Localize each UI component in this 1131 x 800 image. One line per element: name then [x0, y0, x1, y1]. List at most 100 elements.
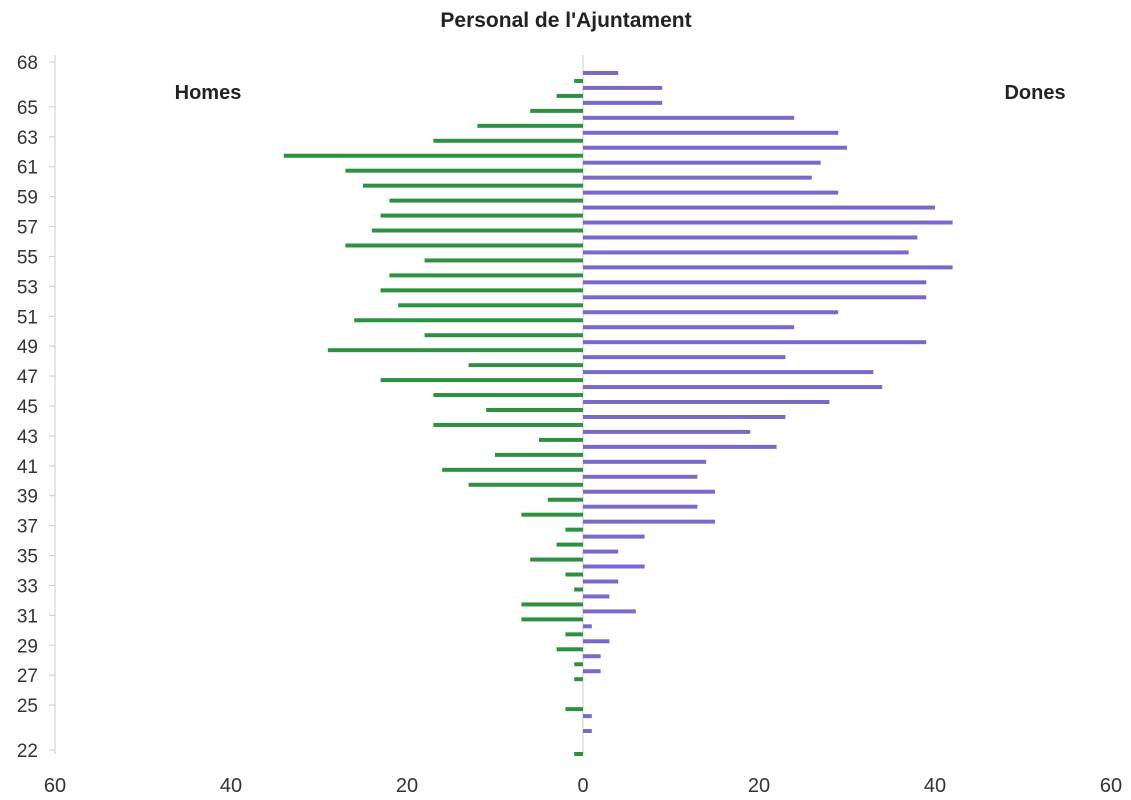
homes-bar-age-61: [345, 168, 583, 173]
homes-bar-age-63: [433, 138, 583, 143]
homes-bar-age-41: [442, 467, 583, 472]
x-tick-label: 20: [396, 775, 418, 797]
homes-bar-age-38: [521, 512, 583, 517]
dones-bar-age-55: [583, 250, 909, 255]
homes-bar-age-33: [574, 587, 583, 592]
dones-bar-age-65: [583, 100, 663, 105]
dones-bar-age-58: [583, 205, 935, 210]
y-tick-label: 25: [17, 696, 38, 717]
dones-bar-age-42: [583, 444, 777, 449]
dones-bar-age-41: [583, 459, 707, 464]
homes-bar-age-35: [530, 557, 583, 562]
dones-bar-age-31: [583, 609, 636, 614]
dones-bar-age-44: [583, 414, 786, 419]
homes-bar-age-66: [556, 93, 583, 98]
homes-bar-age-44: [433, 422, 583, 427]
homes-bar-age-28: [574, 662, 583, 667]
dones-bar-age-48: [583, 355, 786, 360]
x-tick-label: 40: [220, 775, 242, 797]
homes-bar-age-48: [468, 363, 583, 368]
dones-bar-age-28: [583, 654, 601, 659]
y-tick-label: 68: [17, 53, 38, 74]
y-axis-ticks: 22 25 27 29 31 33 35 37 39 41 43 45 47 49 51 53 55 57 59 61…: [17, 53, 55, 762]
y-tick-label: 65: [17, 98, 38, 119]
dones-bar-age-57: [583, 220, 953, 225]
dones-bar-age-39: [583, 489, 715, 494]
homes-bar-age-47: [380, 378, 583, 383]
dones-bar-age-56: [583, 235, 918, 240]
dones-bar-age-54: [583, 265, 953, 270]
homes-bar-age-42: [495, 452, 583, 457]
y-tick-label: 55: [17, 247, 38, 268]
homes-bar-age-65: [530, 108, 583, 113]
homes-bar-age-34: [565, 572, 583, 577]
dones-bar-age-33: [583, 579, 619, 584]
dones-bar-age-30: [583, 624, 592, 629]
homes-bar-age-37: [565, 527, 583, 532]
homes-bar-age-67: [574, 78, 583, 83]
dones-bar-age-63: [583, 130, 839, 135]
dones-bar-age-45: [583, 400, 830, 404]
dones-bar-age-64: [583, 115, 795, 120]
homes-bar-age-32: [521, 602, 583, 607]
dones-bar-age-29: [583, 639, 610, 644]
dones-bar-age-60: [583, 175, 812, 180]
y-tick-label: 53: [17, 277, 38, 298]
dones-bar-age-61: [583, 160, 821, 165]
y-tick-label: 61: [17, 158, 38, 179]
homes-bar-age-43: [539, 437, 583, 442]
dones-bar-age-24: [583, 714, 592, 719]
homes-bar-age-30: [565, 632, 583, 637]
dones-bar-age-27: [583, 669, 601, 674]
dones-bar-age-66: [583, 85, 663, 90]
homes-bar-age-62: [283, 153, 583, 158]
y-tick-label: 49: [17, 337, 38, 358]
dones-bar-age-50: [583, 325, 795, 330]
homes-bar-age-53: [380, 288, 583, 293]
homes-bar-age-29: [556, 647, 583, 652]
dones-bar-age-35: [583, 549, 619, 554]
y-tick-label: 59: [17, 188, 38, 209]
dones-bar-age-51: [583, 310, 839, 315]
x-tick-label: 60: [44, 775, 66, 797]
homes-bar-age-52: [398, 303, 583, 308]
x-tick-label: 60: [1100, 775, 1122, 797]
homes-bar-age-58: [380, 213, 583, 218]
dones-bar-age-59: [583, 190, 839, 195]
x-tick-label: 20: [748, 775, 770, 797]
legend-label-dones: Dones: [1004, 82, 1065, 104]
homes-bar-age-51: [354, 318, 583, 323]
y-tick-label: 47: [17, 367, 38, 388]
homes-bar-age-40: [468, 482, 583, 487]
homes-bar-age-31: [521, 617, 583, 622]
homes-bar-age-25: [565, 707, 583, 712]
y-tick-label: 22: [17, 741, 38, 762]
x-tick-label: 40: [924, 775, 946, 797]
y-tick-label: 43: [17, 427, 38, 448]
chart-title: Personal de l'Ajuntament: [440, 9, 691, 32]
dones-bar-age-53: [583, 280, 927, 285]
y-tick-label: 39: [17, 487, 38, 508]
homes-bar-age-54: [389, 273, 583, 278]
dones-bar-age-47: [583, 370, 874, 375]
dones-bar-age-34: [583, 564, 645, 569]
homes-bar-age-64: [477, 123, 583, 128]
homes-bar-age-56: [345, 243, 583, 248]
dones-bar-age-43: [583, 429, 751, 434]
homes-bar-age-22: [574, 752, 583, 756]
homes-bar-age-36: [556, 542, 583, 547]
dones-bar-age-23: [583, 729, 592, 734]
y-tick-label: 51: [17, 307, 38, 328]
y-tick-label: 57: [17, 218, 38, 239]
legend-label-homes: Homes: [175, 82, 242, 104]
homes-bar-age-39: [547, 497, 583, 502]
homes-bar-age-50: [424, 333, 583, 338]
homes-bar-age-60: [363, 183, 583, 188]
homes-bar-age-45: [486, 408, 583, 412]
dones-bar-age-46: [583, 385, 883, 390]
y-tick-label: 63: [17, 128, 38, 149]
homes-bar-age-49: [327, 348, 583, 353]
y-tick-label: 33: [17, 576, 38, 597]
dones-bar-age-40: [583, 474, 698, 479]
homes-bar-age-46: [433, 393, 583, 398]
